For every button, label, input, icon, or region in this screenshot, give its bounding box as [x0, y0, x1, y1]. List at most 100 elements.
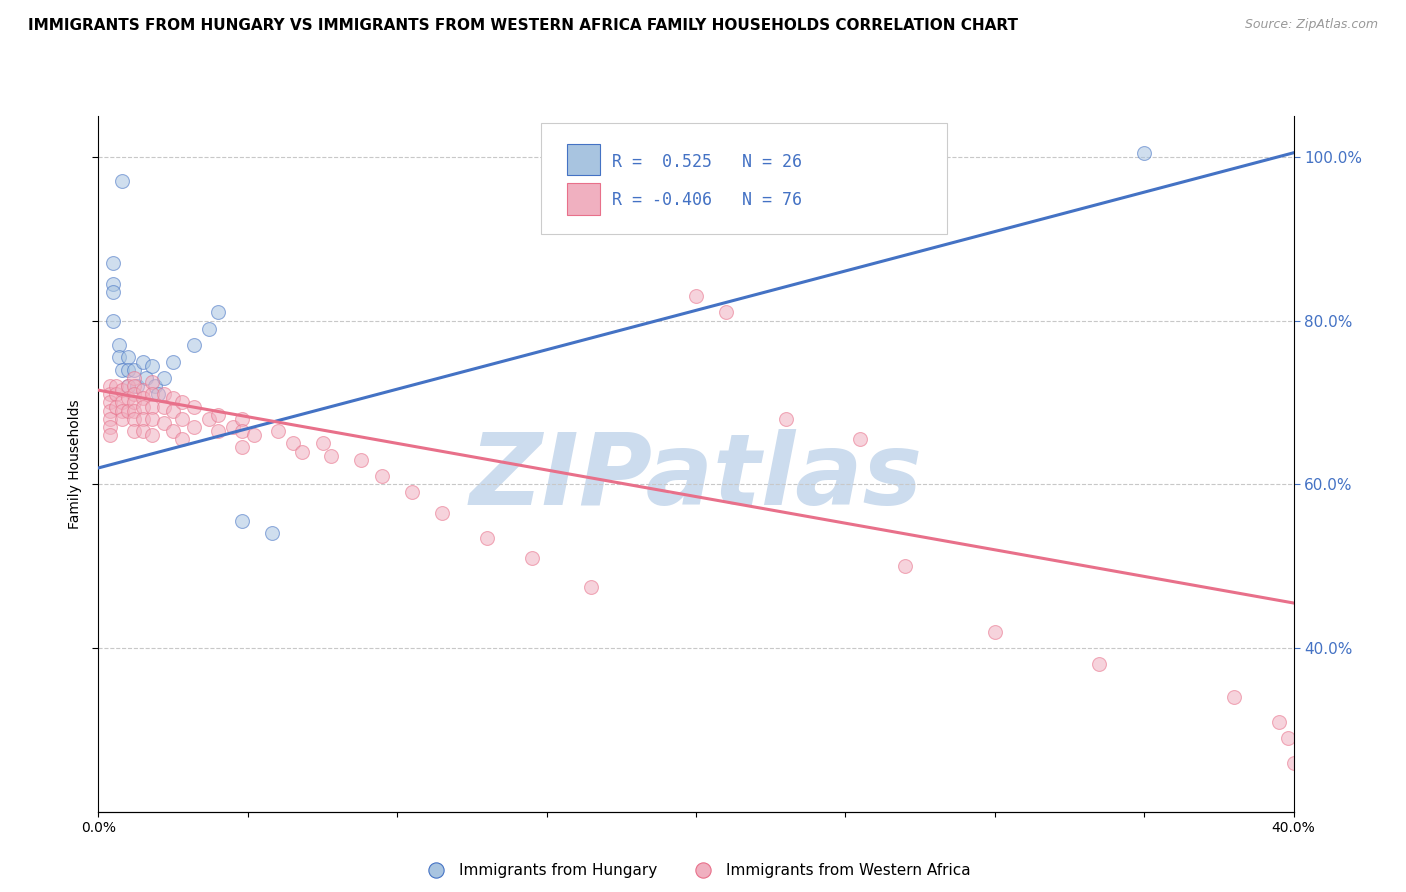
- Point: [475, 531, 498, 545]
- Point: [172, 432, 194, 446]
- FancyBboxPatch shape: [567, 144, 600, 175]
- Point: [141, 400, 163, 414]
- Point: [714, 305, 737, 319]
- Point: [124, 379, 146, 393]
- Point: [162, 392, 184, 406]
- Point: [124, 371, 146, 385]
- Point: [132, 424, 155, 438]
- Point: [153, 416, 176, 430]
- Point: [103, 313, 125, 327]
- Point: [124, 412, 146, 426]
- Point: [350, 452, 373, 467]
- Point: [103, 285, 125, 299]
- Point: [894, 559, 917, 574]
- Point: [100, 420, 122, 434]
- Point: [231, 441, 253, 455]
- Point: [117, 379, 139, 393]
- Point: [117, 351, 139, 365]
- Point: [132, 354, 155, 368]
- Text: Source: ZipAtlas.com: Source: ZipAtlas.com: [1244, 18, 1378, 31]
- Point: [103, 256, 125, 270]
- Y-axis label: Family Households: Family Households: [69, 399, 83, 529]
- Point: [111, 403, 134, 417]
- Point: [141, 428, 163, 442]
- Point: [183, 400, 205, 414]
- Point: [1282, 756, 1305, 770]
- Point: [172, 395, 194, 409]
- Point: [117, 362, 139, 376]
- Point: [321, 449, 343, 463]
- Point: [100, 387, 122, 401]
- Point: [311, 436, 333, 450]
- Point: [231, 424, 253, 438]
- Point: [124, 362, 146, 376]
- Point: [132, 392, 155, 406]
- Point: [117, 403, 139, 417]
- Point: [124, 387, 146, 401]
- Point: [162, 403, 184, 417]
- Point: [401, 485, 423, 500]
- Point: [111, 412, 134, 426]
- Point: [685, 289, 707, 303]
- Point: [105, 379, 128, 393]
- Point: [1223, 690, 1246, 705]
- Point: [581, 580, 603, 594]
- Point: [172, 412, 194, 426]
- FancyBboxPatch shape: [540, 123, 948, 235]
- FancyBboxPatch shape: [567, 184, 600, 215]
- Point: [153, 371, 176, 385]
- Point: [183, 338, 205, 352]
- Point: [100, 379, 122, 393]
- Point: [111, 395, 134, 409]
- Point: [141, 375, 163, 389]
- Point: [984, 624, 1007, 639]
- Point: [1277, 731, 1299, 745]
- Point: [267, 424, 290, 438]
- Point: [100, 412, 122, 426]
- Point: [162, 354, 184, 368]
- Point: [207, 305, 229, 319]
- Point: [143, 379, 166, 393]
- Point: [141, 359, 163, 373]
- Point: [100, 395, 122, 409]
- Point: [124, 424, 146, 438]
- Point: [1133, 145, 1156, 160]
- Point: [132, 412, 155, 426]
- Point: [1267, 714, 1289, 729]
- Point: [111, 383, 134, 397]
- Point: [117, 392, 139, 406]
- Point: [198, 412, 221, 426]
- Point: [153, 387, 176, 401]
- Point: [231, 514, 253, 528]
- Point: [111, 362, 134, 376]
- Point: [207, 408, 229, 422]
- Text: R = -0.406   N = 76: R = -0.406 N = 76: [613, 191, 803, 209]
- Point: [243, 428, 266, 442]
- Point: [103, 277, 125, 291]
- Point: [105, 387, 128, 401]
- Text: IMMIGRANTS FROM HUNGARY VS IMMIGRANTS FROM WESTERN AFRICA FAMILY HOUSEHOLDS CORR: IMMIGRANTS FROM HUNGARY VS IMMIGRANTS FR…: [28, 18, 1018, 33]
- Point: [148, 387, 170, 401]
- Point: [132, 400, 155, 414]
- Point: [162, 424, 184, 438]
- Text: R =  0.525   N = 26: R = 0.525 N = 26: [613, 153, 803, 171]
- Point: [281, 436, 304, 450]
- Point: [105, 400, 128, 414]
- Point: [207, 424, 229, 438]
- Point: [135, 371, 157, 385]
- Point: [520, 551, 543, 566]
- Point: [1088, 657, 1111, 672]
- Point: [153, 400, 176, 414]
- Point: [108, 338, 131, 352]
- Point: [108, 351, 131, 365]
- Point: [127, 379, 149, 393]
- Point: [141, 412, 163, 426]
- Point: [100, 428, 122, 442]
- Point: [291, 444, 314, 458]
- Point: [198, 322, 221, 336]
- Point: [117, 379, 139, 393]
- Text: ZIPatlas: ZIPatlas: [470, 429, 922, 526]
- Point: [222, 420, 245, 434]
- Point: [111, 174, 134, 188]
- Point: [231, 412, 253, 426]
